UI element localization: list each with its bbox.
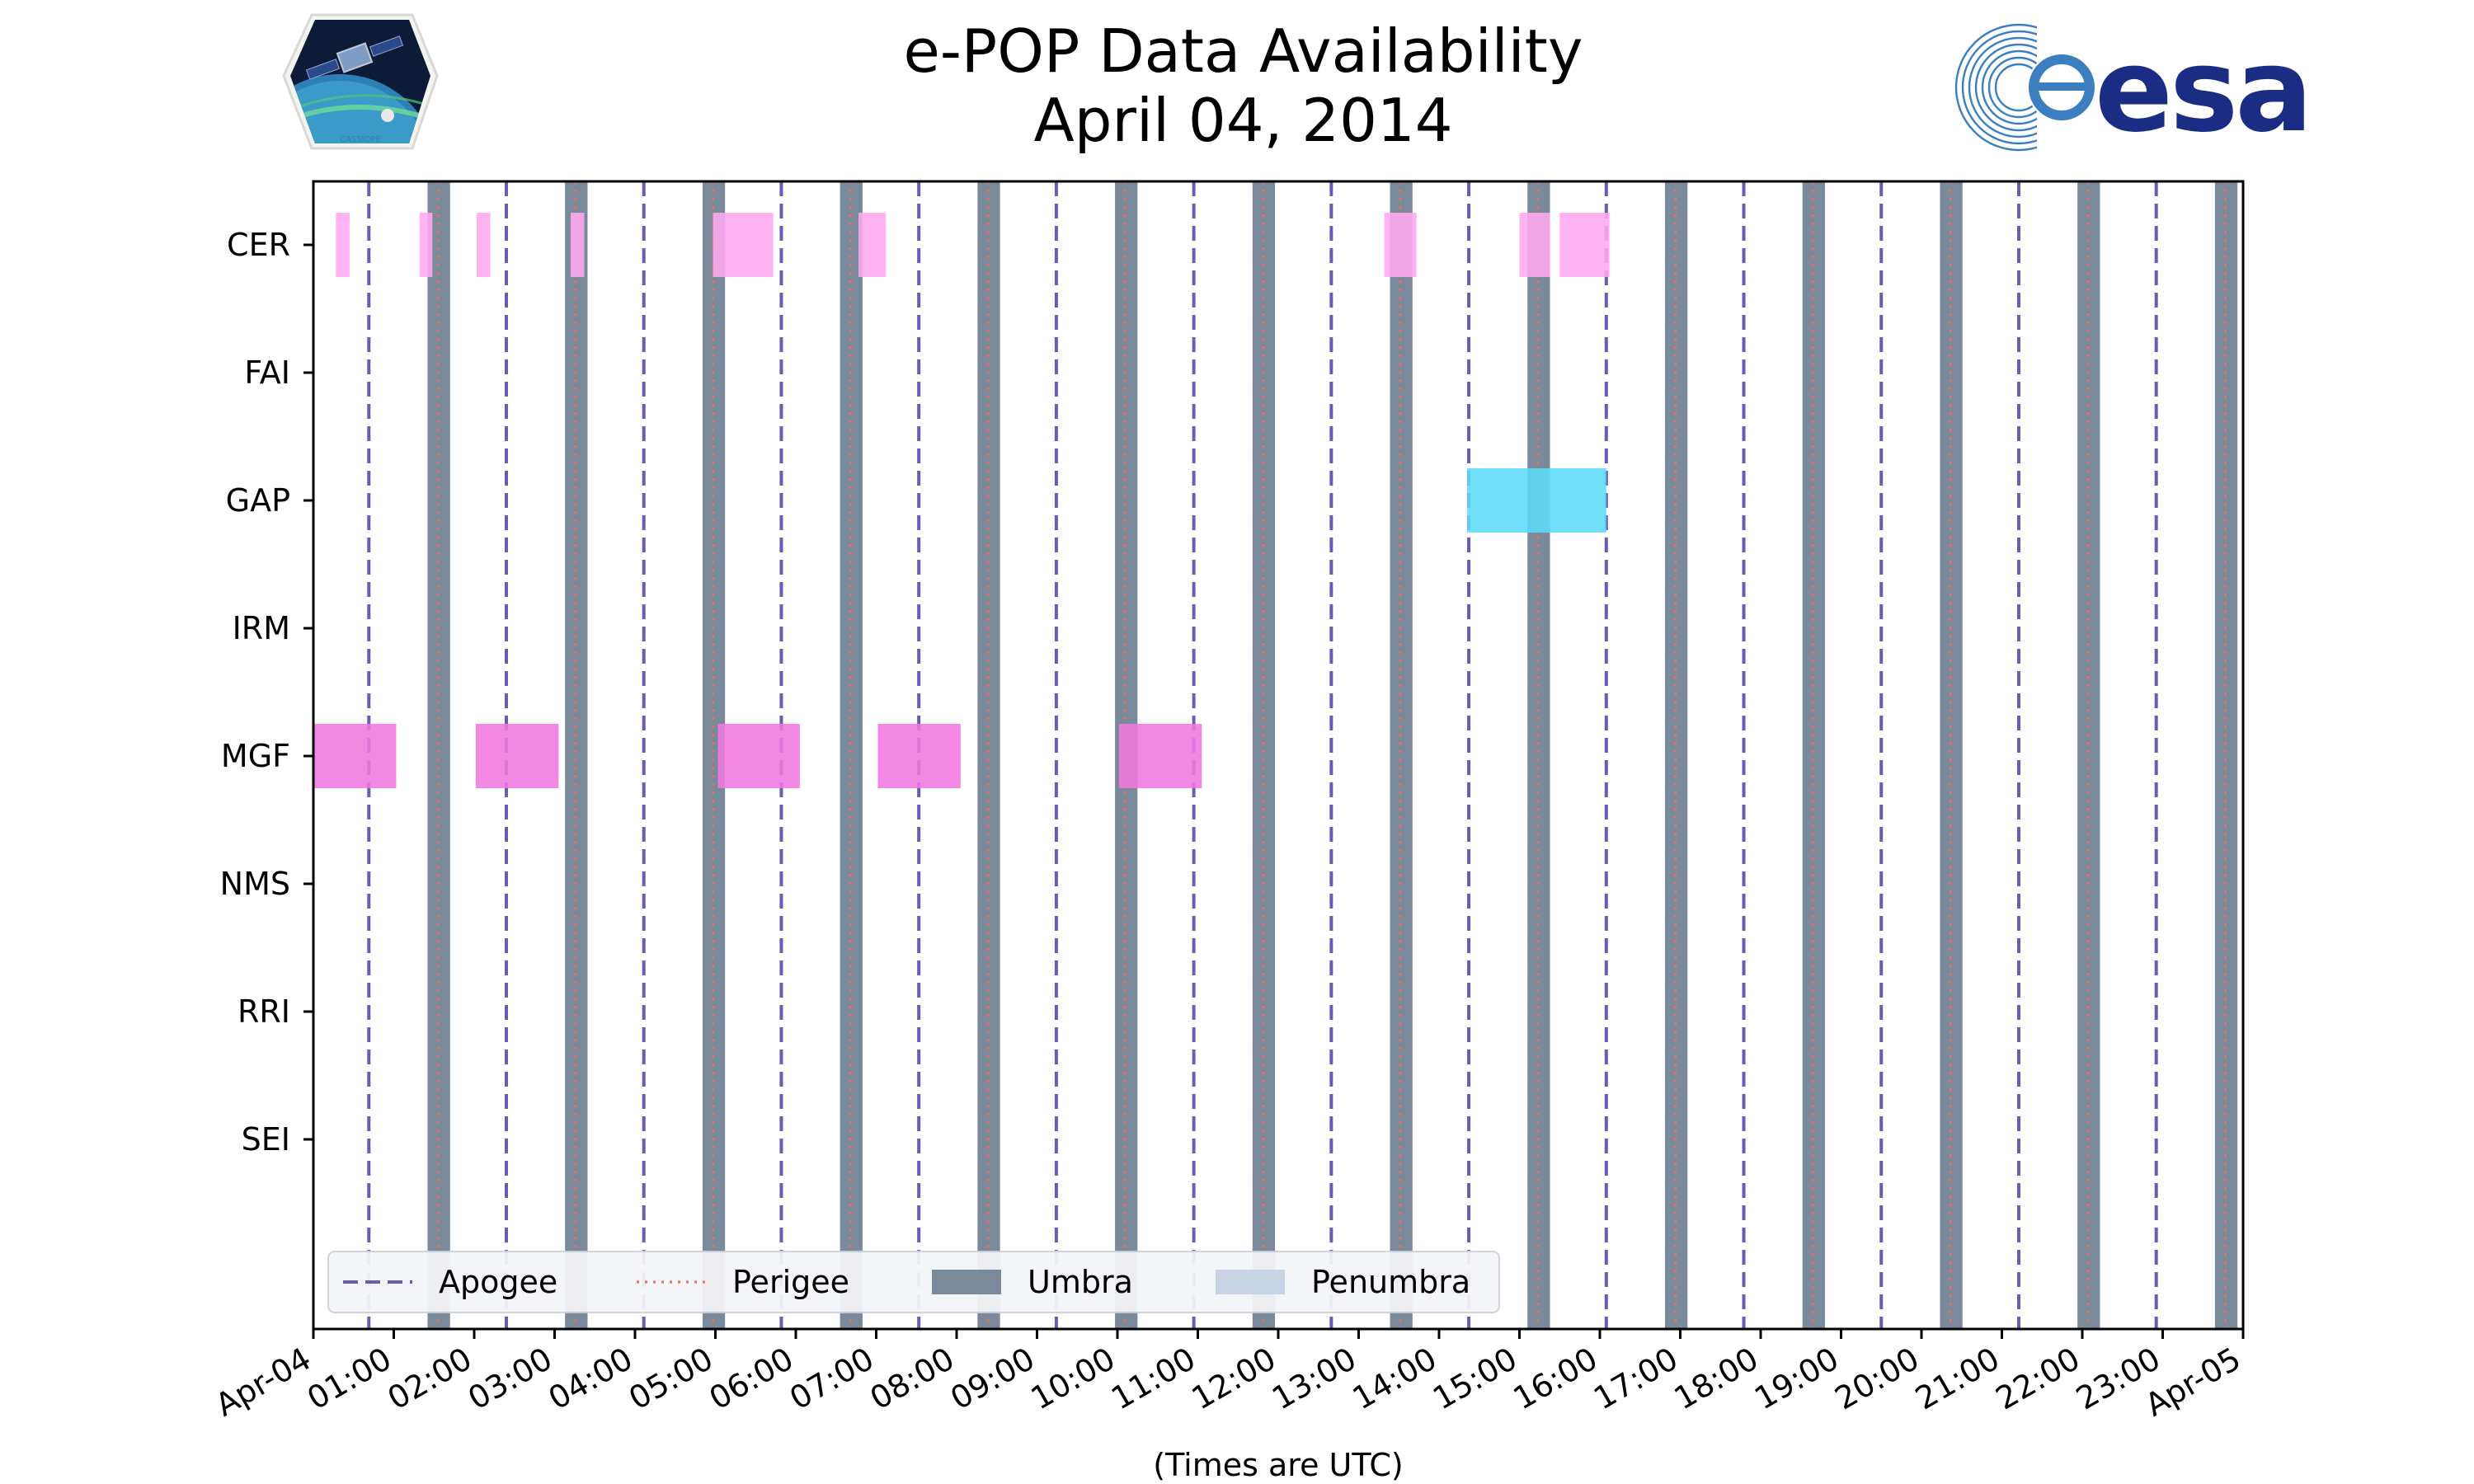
availability-bar-gap	[1467, 468, 1606, 533]
x-tick-label: 22:00	[1990, 1341, 2086, 1417]
legend-item-penumbra: Penumbra	[1216, 1264, 1470, 1300]
umbra-band	[1940, 181, 1963, 1329]
umbra-band	[977, 181, 1000, 1329]
legend-swatch-penumbra	[1216, 1270, 1285, 1294]
x-tick-label: 02:00	[382, 1341, 478, 1417]
legend-box	[327, 1251, 1500, 1313]
legend-item-umbra: Umbra	[932, 1264, 1133, 1300]
y-tick-label: FAI	[244, 355, 290, 391]
y-tick-label: CER	[227, 227, 290, 263]
x-tick-label: 19:00	[1748, 1341, 1845, 1417]
chart-title: e-POP Data Availability	[903, 16, 1583, 86]
chart-subtitle: April 04, 2014	[1033, 86, 1453, 155]
legend-swatch-umbra	[932, 1270, 1001, 1294]
x-tick-label: 17:00	[1587, 1341, 1684, 1417]
y-tick-label: RRI	[238, 993, 290, 1030]
availability-bar-cer	[713, 213, 774, 277]
x-axis-label: (Times are UTC)	[1153, 1447, 1403, 1483]
x-tick-label: Apr-04	[209, 1341, 317, 1424]
availability-bar-cer	[1384, 213, 1417, 277]
x-tick-label: 21:00	[1909, 1341, 2006, 1417]
availability-bar-cer	[858, 213, 887, 277]
chart-title-block: e-POP Data Availability April 04, 2014	[0, 16, 2474, 155]
availability-bar-cer	[571, 213, 585, 277]
esa-logo-text: esa	[2095, 24, 2310, 158]
x-tick-label: 13:00	[1266, 1341, 1362, 1417]
esa-logo: esa	[1954, 23, 2313, 158]
availability-bar-mgf	[475, 724, 559, 788]
umbra-band	[2214, 181, 2238, 1329]
y-tick-label: MGF	[221, 738, 290, 774]
x-tick-label: 14:00	[1347, 1341, 1443, 1417]
umbra-band	[1252, 181, 1276, 1329]
availability-bar-mgf	[877, 724, 961, 788]
x-tick-label: 06:00	[703, 1341, 800, 1417]
x-tick-label: 08:00	[864, 1341, 961, 1417]
x-tick-label: 03:00	[462, 1341, 558, 1417]
legend-label: Umbra	[1028, 1264, 1133, 1300]
x-tick-label: 18:00	[1668, 1341, 1765, 1417]
umbra-band	[1664, 181, 1688, 1329]
x-tick-label: 07:00	[783, 1341, 880, 1417]
availability-bar-cer	[1519, 213, 1550, 277]
availability-bar-cer	[476, 213, 491, 277]
legend-label: Apogee	[439, 1264, 557, 1300]
legend-item-perigee: Perigee	[637, 1264, 849, 1300]
legend: Apogee Perigee Umbra Penumbra	[327, 1251, 1500, 1313]
availability-bar-mgf	[313, 724, 397, 788]
y-tick-label: NMS	[220, 866, 290, 902]
x-tick-label: 01:00	[301, 1341, 397, 1417]
availability-bar-cer	[1559, 213, 1610, 277]
legend-label: Perigee	[732, 1264, 849, 1300]
x-tick-label: 09:00	[944, 1341, 1041, 1417]
legend-label: Penumbra	[1311, 1264, 1470, 1300]
x-tick-label: 05:00	[623, 1341, 719, 1417]
y-tick-label: GAP	[226, 482, 290, 519]
cassiope-logo-text: CASSIOPE	[340, 135, 381, 144]
umbra-band	[2077, 181, 2100, 1329]
y-tick-label: SEI	[242, 1121, 290, 1158]
availability-bar-mgf	[1118, 724, 1202, 788]
x-tick-label: 20:00	[1829, 1341, 1926, 1417]
legend-item-apogee: Apogee	[343, 1264, 557, 1300]
umbra-band	[840, 181, 863, 1329]
x-tick-label: 11:00	[1105, 1341, 1202, 1417]
x-tick-label: 12:00	[1186, 1341, 1282, 1417]
umbra-band	[1390, 181, 1413, 1329]
x-tick-label: 15:00	[1427, 1341, 1523, 1417]
plot-area	[313, 181, 2243, 1329]
availability-bar-cer	[419, 213, 433, 277]
x-tick-label: 04:00	[543, 1341, 639, 1417]
x-tick-label: 10:00	[1025, 1341, 1122, 1417]
umbra-band	[1527, 181, 1550, 1329]
x-tick-label: 16:00	[1507, 1341, 1604, 1417]
availability-bar-cer	[336, 213, 350, 277]
y-tick-label: IRM	[233, 610, 290, 646]
umbra-band	[427, 181, 450, 1329]
umbra-band	[565, 181, 588, 1329]
availability-bar-mgf	[717, 724, 800, 788]
umbra-band	[1802, 181, 1825, 1329]
